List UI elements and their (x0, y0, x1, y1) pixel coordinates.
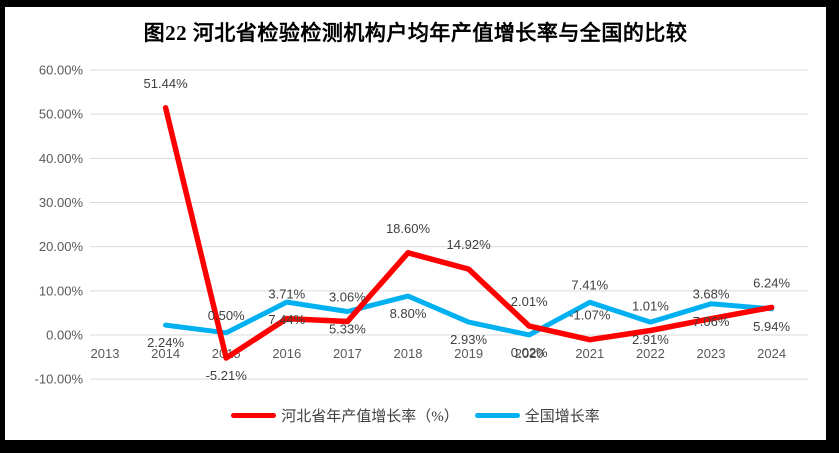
x-axis-tick-label: 2021 (575, 346, 604, 361)
x-axis-tick-label: 2016 (272, 346, 301, 361)
data-label-national-2022: 2.91% (632, 332, 669, 347)
y-axis-tick-label: 10.00% (39, 283, 84, 298)
y-axis-tick-label: 50.00% (39, 107, 84, 122)
legend: 河北省年产值增长率（%） 全国增长率 (5, 405, 826, 426)
legend-item-hebei: 河北省年产值增长率（%） (231, 405, 459, 426)
data-label-national-2019: 2.93% (450, 332, 487, 347)
data-label-national-2014: 2.24% (147, 335, 184, 350)
data-label-national-2020: 0.02% (511, 345, 548, 360)
data-label-national-2017: 5.33% (329, 322, 366, 337)
legend-label-national: 全国增长率 (524, 409, 600, 425)
data-label-hebei-2022: 1.01% (632, 299, 669, 314)
data-label-hebei-2017: 3.06% (329, 290, 366, 305)
y-axis-tick-label: 20.00% (39, 239, 84, 254)
x-axis-tick-label: 2019 (454, 346, 483, 361)
y-axis-tick-label: 60.00% (39, 62, 84, 77)
y-axis-tick-label: 40.00% (39, 151, 84, 166)
data-label-hebei-2014: 51.44% (144, 76, 189, 91)
legend-swatch-national-line (474, 413, 520, 418)
series-line-hebei (162, 105, 775, 361)
y-axis-tick-label: 30.00% (39, 195, 84, 210)
data-label-national-2018: 8.80% (390, 306, 427, 321)
data-label-hebei-2016: 3.71% (268, 287, 305, 302)
legend-label-hebei: 河北省年产值增长率（%） (281, 409, 459, 425)
data-label-national-2023: 7.06% (693, 314, 730, 329)
data-label-hebei-2019: 14.92% (447, 237, 492, 252)
y-axis-tick-label: -10.00% (35, 372, 84, 387)
x-axis-tick-label: 2014 (151, 346, 180, 361)
chart-title: 图22 河北省检验检测机构户均年产值增长率与全国的比较 (143, 21, 688, 45)
x-axis-tick-label: 2013 (91, 346, 120, 361)
x-axis-tick-label: 2020 (515, 346, 544, 361)
data-label-hebei-2023: 3.68% (693, 287, 730, 302)
data-label-hebei-2020: 2.01% (511, 294, 548, 309)
x-axis-tick-label: 2017 (333, 346, 362, 361)
y-axis-tick-label: 0.00% (46, 328, 83, 343)
x-axis-tick-label: 2023 (697, 346, 726, 361)
data-label-national-2015: 0.50% (208, 308, 245, 323)
x-axis-tick-label: 2022 (636, 346, 665, 361)
legend-swatch-hebei-line (231, 413, 277, 418)
plot-area: 60.00% 50.00% 40.00% 30.00% 20.00% 10.00% 0.00… (35, 62, 808, 387)
data-label-national-2016: 7.44% (268, 312, 305, 327)
data-label-national-2024: 5.94% (753, 319, 790, 334)
data-label-hebei-2018: 18.60% (386, 221, 431, 236)
data-label-hebei-2015: -5.21% (206, 368, 248, 383)
chart-canvas: 图22 河北省检验检测机构户均年产值增长率与全国的比较 60.00% 50.00%… (5, 7, 826, 440)
x-axis-tick-label: 2018 (394, 346, 423, 361)
legend-item-national: 全国增长率 (474, 405, 600, 426)
data-label-hebei-2021: -1.07% (569, 308, 611, 323)
series-line-national (163, 293, 775, 338)
data-label-hebei-2024: 6.24% (753, 275, 790, 290)
data-label-national-2021: 7.41% (571, 277, 608, 292)
x-axis-tick-label: 2024 (757, 346, 786, 361)
